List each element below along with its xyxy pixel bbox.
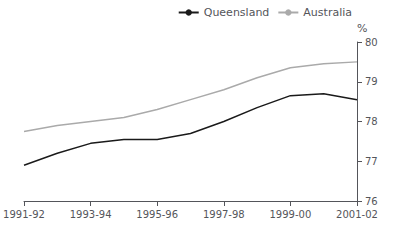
- svg-text:Australia: Australia: [303, 6, 352, 19]
- svg-text:80: 80: [365, 37, 378, 48]
- svg-text:Queensland: Queensland: [204, 6, 270, 19]
- svg-text:78: 78: [365, 116, 378, 127]
- svg-text:1993-94: 1993-94: [70, 209, 112, 220]
- svg-text:1997-98: 1997-98: [203, 209, 245, 220]
- svg-text:%: %: [357, 22, 367, 35]
- svg-text:77: 77: [365, 156, 378, 167]
- svg-text:79: 79: [365, 76, 378, 87]
- svg-text:1995-96: 1995-96: [136, 209, 178, 220]
- svg-text:1991-92: 1991-92: [3, 209, 45, 220]
- svg-text:1999-00: 1999-00: [270, 209, 312, 220]
- svg-text:2001-02: 2001-02: [336, 209, 378, 220]
- svg-text:76: 76: [365, 196, 378, 207]
